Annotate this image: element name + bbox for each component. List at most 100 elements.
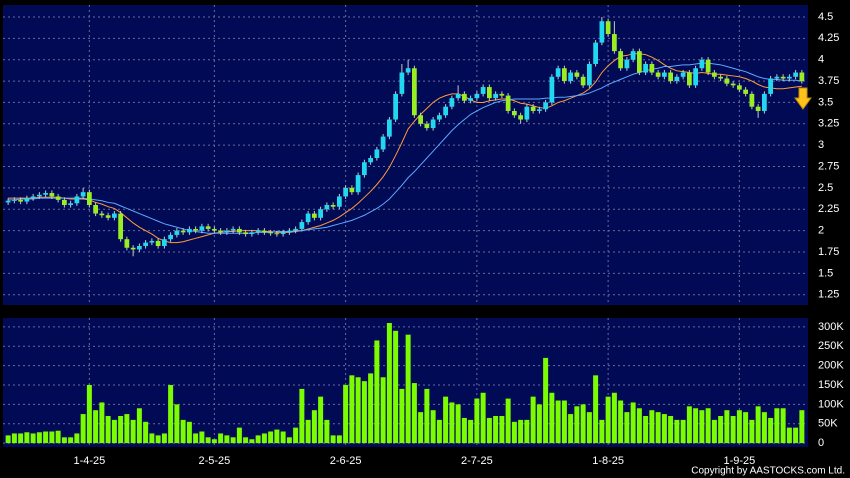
volume-bar (30, 433, 36, 444)
candle-body (418, 115, 423, 124)
candle-body (87, 192, 92, 205)
volume-bar (755, 406, 761, 444)
volume-bar (561, 400, 567, 444)
volume-bar (80, 414, 86, 444)
candle-body (5, 200, 11, 203)
candle-body (149, 240, 155, 243)
candle-body (199, 226, 205, 231)
candle-body (512, 110, 517, 116)
volume-bar (674, 419, 680, 444)
candle-body (468, 98, 473, 101)
volume-bar (624, 412, 630, 444)
volume-bar (336, 435, 342, 444)
volume-bar (768, 417, 774, 444)
candle-body (312, 213, 317, 218)
candle-body (574, 72, 580, 77)
volume-bar (324, 419, 330, 444)
volume-bar (86, 385, 92, 444)
candle-body (530, 106, 536, 111)
volume-bar (586, 412, 592, 444)
candle-body (624, 59, 630, 69)
candle-body (649, 63, 655, 73)
candle-body (174, 230, 180, 235)
candle-body (268, 232, 273, 234)
candle-body (355, 175, 361, 193)
candle-body (337, 196, 342, 207)
volume-bar (618, 400, 624, 444)
volume-bar (343, 385, 349, 444)
volume-bar (580, 404, 586, 444)
volume-bar (536, 404, 542, 444)
candle-body (680, 72, 686, 77)
volume-bar (55, 430, 61, 444)
candle-body (593, 42, 598, 64)
candle-body (662, 72, 667, 77)
volume-bar (374, 340, 380, 444)
volume-bar (18, 433, 24, 444)
volume-bar (368, 373, 374, 444)
volume-bar (161, 433, 167, 444)
volume-bar (155, 435, 161, 444)
volume-bar (793, 427, 799, 444)
volume-bar (749, 419, 755, 444)
candle-body (705, 59, 711, 73)
candle-body (274, 233, 280, 235)
volume-bar (568, 414, 574, 444)
volume-bar (5, 435, 11, 444)
candle-body (187, 228, 192, 233)
candle-body (124, 239, 130, 248)
volume-tick-label: 300K (818, 321, 844, 333)
candle-body (280, 232, 286, 235)
volume-bar (355, 377, 361, 444)
volume-bar (118, 416, 124, 444)
candle-body (118, 213, 123, 240)
candle-body (487, 87, 492, 99)
y-tick-label: 4.5 (818, 11, 833, 23)
candle-body (780, 76, 786, 79)
volume-bar (493, 416, 499, 444)
volume-bar (686, 406, 692, 444)
candle-body (768, 78, 773, 94)
y-tick-label: 1.25 (818, 289, 839, 301)
candle-body (612, 34, 617, 52)
volume-bar (243, 437, 249, 444)
volume-bar (468, 419, 474, 444)
volume-bar (193, 433, 199, 444)
volume-bar (393, 330, 399, 444)
candle-body (343, 187, 348, 197)
candle-body (543, 102, 548, 110)
volume-bar (149, 433, 155, 444)
candle-body (93, 205, 98, 214)
volume-bar (380, 377, 386, 444)
volume-bar (699, 410, 705, 444)
candle-body (474, 93, 480, 99)
volume-bar (424, 388, 430, 444)
candle-body (374, 149, 380, 158)
volume-bar (630, 402, 636, 444)
volume-bar (174, 404, 180, 444)
candle-body (580, 76, 586, 86)
volume-bar (436, 419, 442, 444)
y-tick-label: 3.5 (818, 96, 833, 108)
volume-bar (205, 437, 211, 444)
candle-body (49, 193, 55, 197)
volume-bar (49, 431, 55, 444)
x-tick-label: 2-5-25 (198, 455, 230, 467)
volume-bar (236, 427, 242, 444)
candle-body (587, 63, 592, 86)
latest-arrow (794, 87, 812, 110)
volume-bar (761, 412, 767, 444)
volume-bar (361, 381, 367, 444)
volume-bar (61, 437, 67, 444)
candle-body (699, 59, 705, 69)
candle-body (318, 209, 323, 218)
volume-bar (499, 416, 505, 444)
volume-bar (255, 435, 261, 444)
volume-bar (43, 431, 49, 444)
volume-bar (111, 419, 117, 444)
candle-body (693, 68, 698, 86)
volume-bar (211, 439, 217, 444)
candle-body (562, 68, 567, 82)
candle-body (24, 198, 30, 202)
